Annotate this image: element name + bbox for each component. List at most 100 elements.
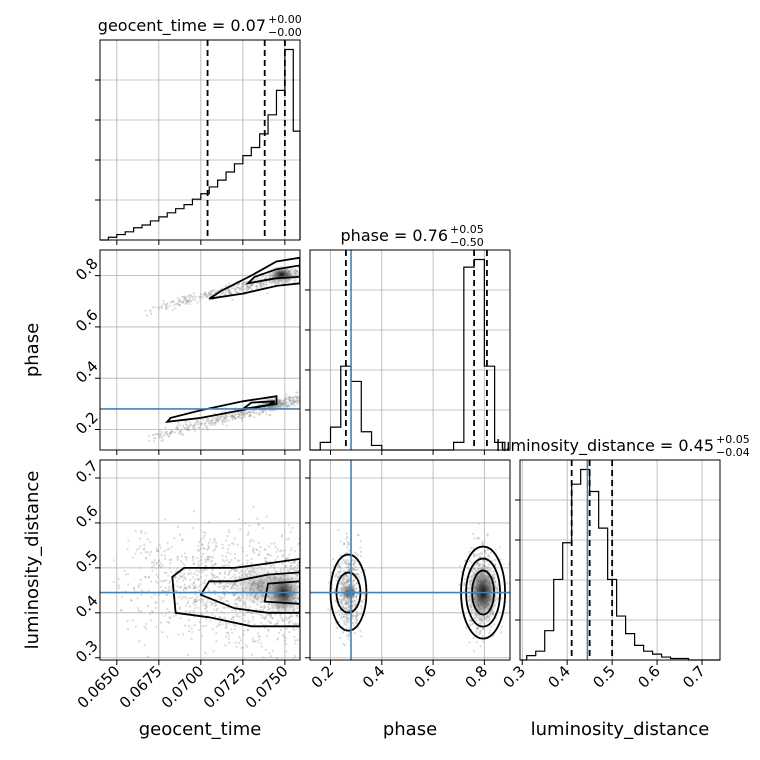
scatter-point bbox=[293, 401, 296, 404]
scatter-point bbox=[486, 620, 489, 623]
scatter-point bbox=[124, 573, 128, 576]
scatter-point bbox=[295, 573, 298, 576]
scatter-point bbox=[340, 600, 343, 604]
scatter-point bbox=[204, 425, 207, 428]
y-tick-label-luminosity-distance: 0.4 bbox=[72, 592, 102, 622]
scatter-point bbox=[188, 597, 191, 600]
scatter-point bbox=[222, 546, 225, 550]
scatter-point bbox=[165, 433, 168, 436]
scatter-point bbox=[272, 563, 275, 567]
scatter-point bbox=[269, 614, 272, 617]
scatter-point bbox=[174, 302, 177, 306]
scatter-point bbox=[245, 289, 248, 292]
scatter-point bbox=[206, 428, 209, 431]
scatter-point bbox=[133, 588, 136, 591]
scatter-point bbox=[354, 565, 357, 568]
scatter-point bbox=[154, 580, 157, 583]
scatter-point bbox=[358, 578, 361, 581]
panel-frame-d2 bbox=[519, 459, 721, 661]
scatter-point bbox=[296, 613, 299, 617]
contour-inner bbox=[245, 264, 300, 285]
scatter-point bbox=[256, 632, 260, 635]
scatter-point bbox=[292, 657, 295, 660]
scatter-point bbox=[158, 436, 161, 439]
scatter-point bbox=[205, 425, 208, 428]
scatter-point bbox=[197, 549, 200, 552]
scatter-point bbox=[161, 580, 164, 583]
scatter-point bbox=[151, 306, 154, 309]
scatter-point bbox=[346, 602, 349, 605]
scatter-point bbox=[209, 292, 212, 295]
title-minus: −0.00 bbox=[268, 26, 302, 39]
scatter-point bbox=[186, 602, 189, 605]
scatter-point bbox=[202, 601, 205, 604]
scatter-point bbox=[231, 418, 234, 421]
scatter-point bbox=[207, 544, 210, 547]
scatter-point bbox=[191, 630, 194, 634]
scatter-point bbox=[233, 602, 236, 605]
scatter-point bbox=[265, 557, 268, 560]
scatter-point bbox=[220, 415, 223, 418]
scatter-point bbox=[481, 635, 484, 638]
scatter-point bbox=[346, 578, 349, 581]
scatter-point bbox=[152, 561, 155, 564]
scatter-point bbox=[201, 543, 204, 546]
scatter-point bbox=[226, 599, 229, 603]
scatter-point bbox=[286, 538, 289, 541]
scatter-point bbox=[242, 410, 245, 413]
scatter-point bbox=[197, 565, 200, 568]
scatter-point bbox=[229, 569, 232, 573]
scatter-point bbox=[176, 425, 179, 428]
scatter-point bbox=[200, 422, 204, 425]
scatter-point bbox=[196, 301, 199, 304]
scatter-point bbox=[176, 426, 179, 429]
scatter-point bbox=[348, 563, 351, 566]
scatter-point bbox=[293, 560, 296, 563]
scatter-point bbox=[223, 616, 226, 619]
scatter-point bbox=[161, 631, 164, 634]
scatter-point bbox=[458, 565, 462, 568]
scatter-point bbox=[247, 628, 250, 632]
scatter-point bbox=[275, 550, 278, 554]
scatter-point bbox=[156, 582, 159, 585]
scatter-point bbox=[147, 605, 150, 608]
scatter-point bbox=[259, 605, 262, 609]
panel-frame-b bbox=[99, 459, 301, 661]
scatter-point bbox=[269, 655, 272, 658]
scatter-point bbox=[184, 420, 187, 423]
scatter-point bbox=[226, 606, 229, 609]
scatter-point bbox=[183, 586, 186, 589]
scatter-point bbox=[353, 551, 356, 554]
scatter-point bbox=[295, 270, 298, 273]
scatter-point bbox=[194, 600, 197, 604]
scatter-point bbox=[293, 568, 296, 571]
scatter-point bbox=[177, 422, 180, 425]
scatter-point bbox=[210, 417, 213, 420]
scatter-point bbox=[206, 555, 209, 559]
scatter-point bbox=[228, 560, 231, 564]
scatter-point bbox=[112, 580, 115, 583]
scatter-point bbox=[285, 393, 288, 396]
panel-frame-a bbox=[99, 249, 301, 451]
scatter-point bbox=[251, 411, 254, 414]
scatter-point bbox=[218, 571, 221, 574]
scatter-point bbox=[230, 618, 233, 621]
scatter-point bbox=[285, 618, 288, 621]
scatter-point bbox=[193, 587, 196, 590]
scatter-point bbox=[179, 424, 182, 427]
scatter-point bbox=[474, 554, 477, 557]
scatter-point bbox=[227, 289, 230, 292]
scatter-point bbox=[268, 652, 271, 655]
scatter-point bbox=[237, 559, 240, 562]
scatter-point bbox=[167, 547, 171, 551]
scatter-point bbox=[486, 534, 489, 537]
scatter-point bbox=[478, 553, 481, 556]
scatter-point bbox=[297, 397, 300, 400]
scatter-point bbox=[345, 602, 349, 606]
scatter-point bbox=[274, 545, 277, 549]
scatter-point bbox=[353, 614, 356, 617]
scatter-point bbox=[207, 294, 210, 297]
scatter-point bbox=[270, 282, 273, 285]
scatter-point bbox=[176, 585, 179, 588]
scatter-point bbox=[290, 396, 293, 399]
